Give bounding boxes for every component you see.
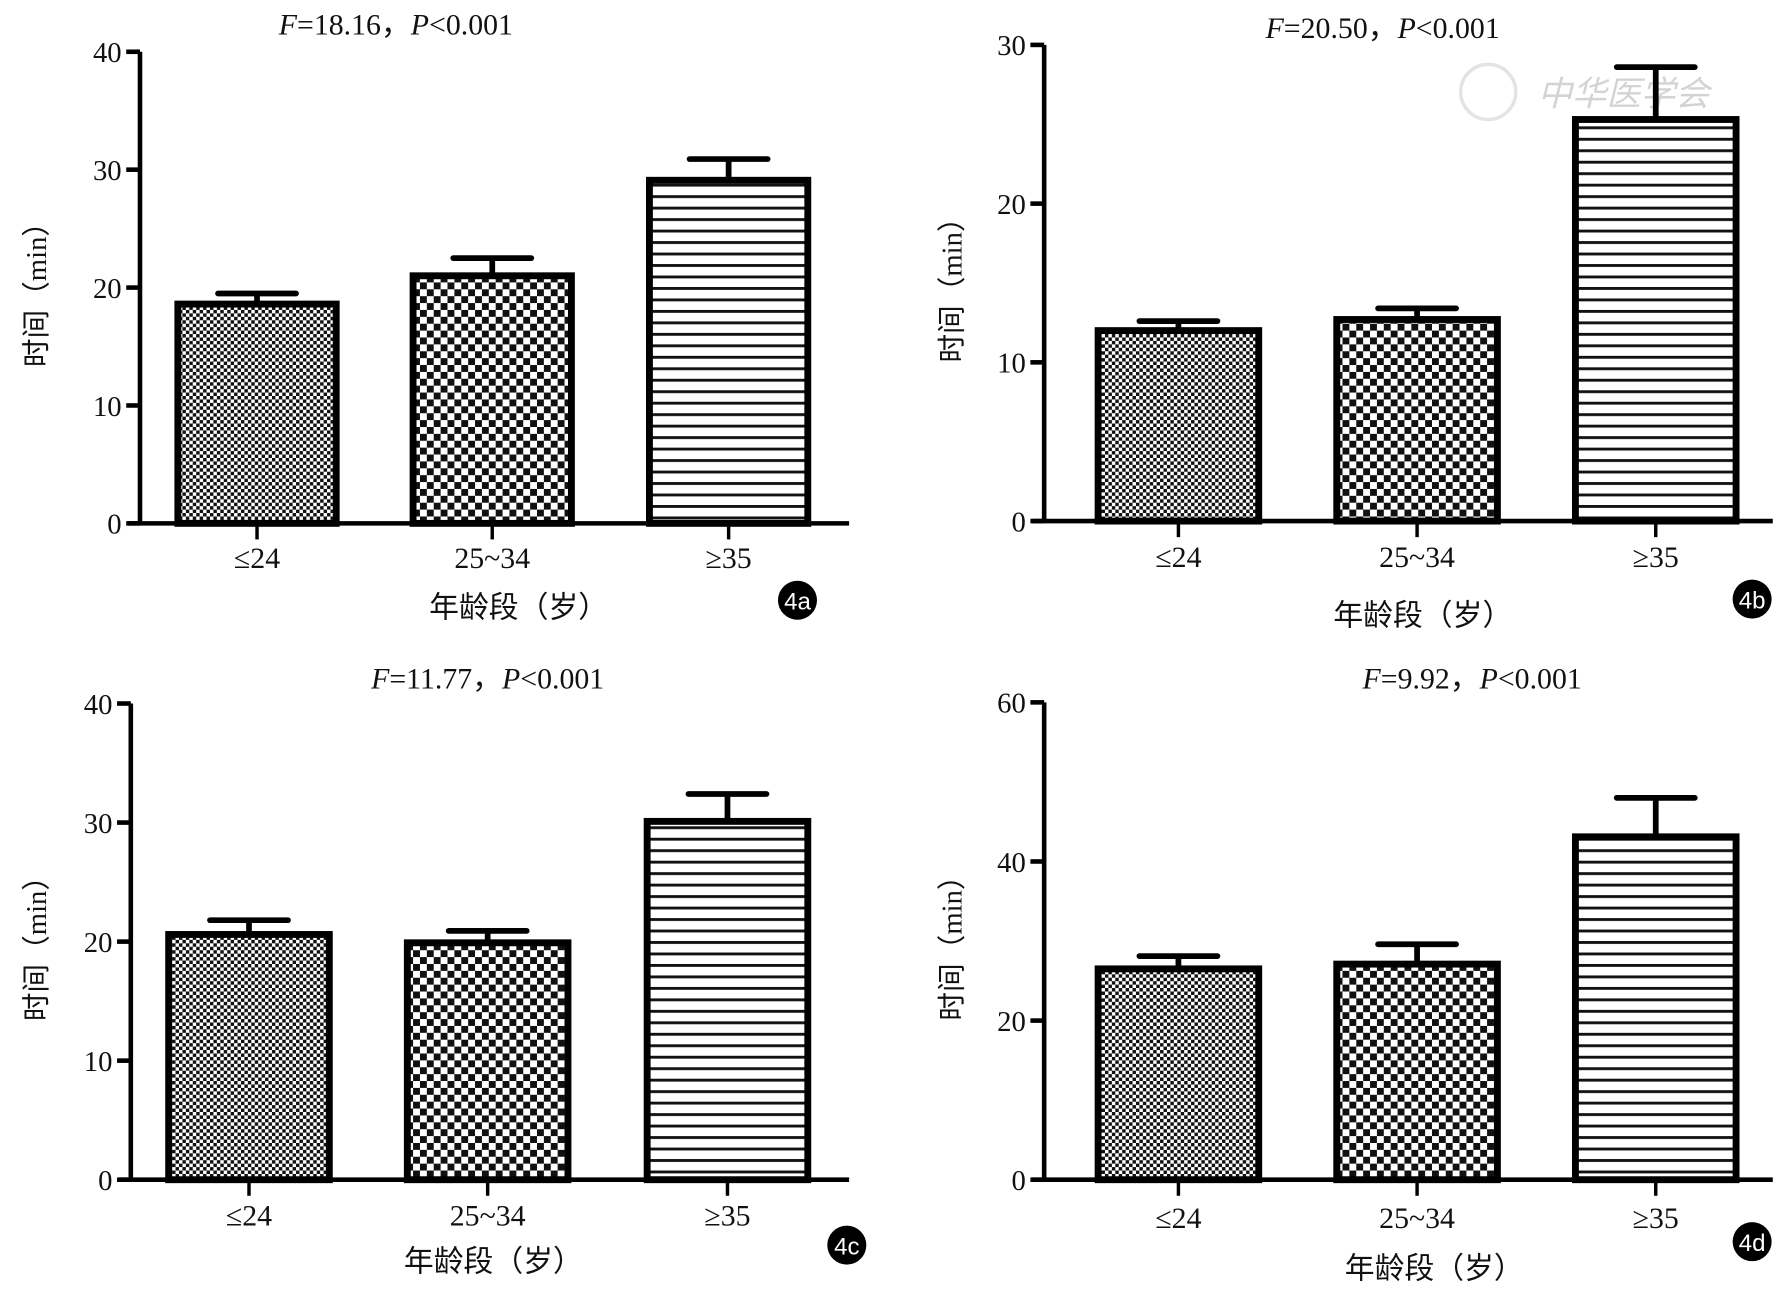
bar-3 xyxy=(646,176,812,527)
bar-2 xyxy=(409,272,575,527)
title-f-value: =18.16， xyxy=(297,9,411,42)
x-tick-label: ≥35 xyxy=(1633,541,1679,574)
title-f-symbol: F xyxy=(1362,663,1382,696)
y-tick-label: 20 xyxy=(93,273,122,305)
panel-badge xyxy=(827,1225,867,1265)
title-f-value: =20.50， xyxy=(1284,12,1398,45)
title-f-symbol: F xyxy=(278,9,298,42)
y-tick-label: 10 xyxy=(84,1046,113,1078)
y-tick-label: 40 xyxy=(93,37,122,69)
x-tick-label: ≤24 xyxy=(1155,541,1201,574)
title-f-value: =11.77， xyxy=(389,663,502,696)
panel-label: 4d xyxy=(1739,1230,1766,1257)
y-tick-label: 20 xyxy=(997,189,1026,221)
panel-badge xyxy=(1732,579,1772,619)
x-tick-label: ≥35 xyxy=(706,542,752,575)
title-p-value: <0.001 xyxy=(429,9,513,42)
y-tick-label: 20 xyxy=(997,1006,1026,1038)
y-tick-label: 0 xyxy=(107,509,121,541)
panel-badge xyxy=(1732,1222,1772,1262)
bar-2 xyxy=(403,939,572,1184)
x-tick-label: ≤24 xyxy=(234,542,280,575)
x-axis-label: 年龄段（岁） xyxy=(1345,1252,1524,1285)
panel-badge xyxy=(777,580,817,620)
title-p-symbol: P xyxy=(501,663,520,696)
title-p-symbol: P xyxy=(1397,12,1416,45)
panel-label: 4c xyxy=(834,1233,859,1260)
y-axis-label: 时间（min） xyxy=(21,208,53,367)
title-p-value: <0.001 xyxy=(1416,12,1500,45)
watermark-text: 中华医学会 xyxy=(1538,76,1714,114)
y-axis-label: 时间（min） xyxy=(21,862,53,1021)
y-tick-label: 10 xyxy=(997,348,1026,380)
bar-1 xyxy=(165,931,333,1184)
title-f-symbol: F xyxy=(1265,12,1285,45)
y-tick-label: 0 xyxy=(98,1165,112,1197)
chart-title: F=18.16，P<0.001 xyxy=(278,9,513,42)
title-p-value: <0.001 xyxy=(520,663,604,696)
x-tick-label: ≥35 xyxy=(704,1200,750,1233)
y-axis-label: 时间（min） xyxy=(937,861,969,1020)
x-tick-label: ≤24 xyxy=(226,1200,272,1233)
chart-panel-4a: F=18.16，P<0.001 ≤24 25~34 ≥35 0 10 20 30 40 时间（mi… xyxy=(21,9,850,624)
panel-label: 4b xyxy=(1739,587,1766,614)
bar-1 xyxy=(1094,327,1263,525)
watermark-seal-icon xyxy=(1458,62,1518,122)
chart-title: F=20.50，P<0.001 xyxy=(1265,12,1500,45)
bar-1 xyxy=(1094,965,1263,1184)
chart-panel-4c: F=11.77，P<0.001 ≤24 25~34 ≥35 0 10 20 30 40 时间（mi… xyxy=(21,663,867,1279)
y-tick-label: 40 xyxy=(997,847,1026,879)
x-axis-label: 年龄段（岁） xyxy=(1333,599,1512,632)
y-tick-label: 20 xyxy=(84,927,113,959)
bar-2 xyxy=(1333,960,1501,1184)
title-p-symbol: P xyxy=(410,9,429,42)
x-tick-label: 25~34 xyxy=(454,542,530,575)
bar-1 xyxy=(174,300,340,527)
x-tick-label: ≤24 xyxy=(1155,1202,1201,1235)
title-p-symbol: P xyxy=(1479,663,1498,696)
x-tick-label: 25~34 xyxy=(450,1200,526,1233)
title-p-value: <0.001 xyxy=(1498,663,1582,696)
x-tick-label: 25~34 xyxy=(1379,1202,1455,1235)
chart-title: F=11.77，P<0.001 xyxy=(370,663,604,696)
y-tick-label: 10 xyxy=(93,391,122,423)
bar-3 xyxy=(1571,833,1740,1184)
y-tick-label: 30 xyxy=(84,808,113,840)
chart-panel-4d: F=9.92，P<0.001 ≤24 25~34 ≥35 0 20 40 60 时间（min） 年… xyxy=(937,663,1773,1285)
chart-panel-4b: F=20.50，P<0.001 ≤24 25~34 ≥35 0 10 20 30 时间（min）… xyxy=(937,12,1773,632)
y-tick-label: 60 xyxy=(997,688,1026,720)
bar-2 xyxy=(1333,316,1501,525)
watermark: 中华医学会 xyxy=(1458,62,1714,122)
y-tick-label: 40 xyxy=(84,689,113,721)
y-tick-label: 0 xyxy=(1011,1165,1025,1197)
y-tick-label: 30 xyxy=(93,155,122,187)
y-axis-label: 时间（min） xyxy=(937,203,969,362)
x-axis-label: 年龄段（岁） xyxy=(404,1246,583,1279)
panel-label: 4a xyxy=(784,588,811,615)
bar-3 xyxy=(1571,116,1740,525)
title-f-value: =9.92， xyxy=(1381,663,1480,696)
x-tick-label: ≥35 xyxy=(1633,1202,1679,1235)
bar-3 xyxy=(643,817,812,1184)
y-tick-label: 30 xyxy=(997,30,1026,62)
x-tick-label: 25~34 xyxy=(1379,541,1455,574)
x-axis-label: 年龄段（岁） xyxy=(429,591,608,624)
title-f-symbol: F xyxy=(370,663,390,696)
y-tick-label: 0 xyxy=(1011,506,1025,538)
chart-title: F=9.92，P<0.001 xyxy=(1362,663,1582,696)
